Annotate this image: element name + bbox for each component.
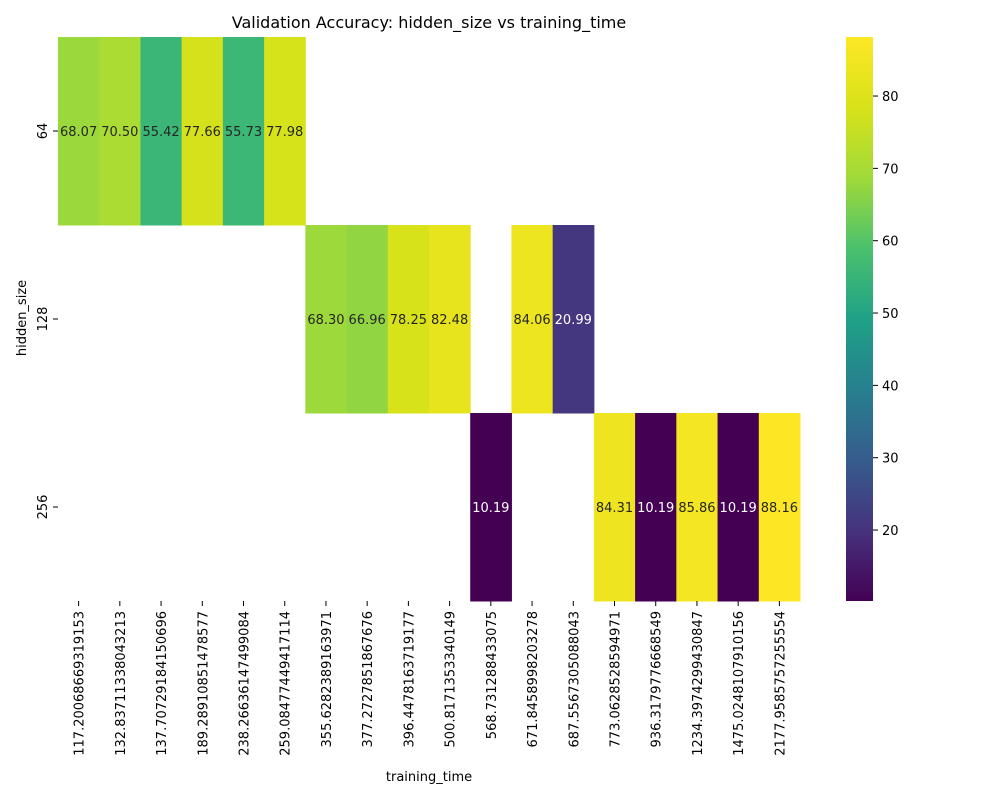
cell-value-label: 77.66 — [184, 125, 221, 140]
cell-value-label: 70.50 — [101, 125, 138, 140]
cell-value-label: 78.25 — [390, 313, 427, 328]
cell-value-label: 82.48 — [431, 313, 468, 328]
colorbar-tick-label: 70 — [882, 162, 899, 177]
heatmap-cell — [758, 413, 801, 602]
colorbar-tick-label: 60 — [882, 235, 899, 250]
heatmap-cell — [429, 225, 471, 414]
y-tick-label: 128 — [36, 307, 51, 332]
x-tick-label: 773.0628528594971 — [609, 611, 624, 747]
x-tick-label: 259.08477449417114 — [279, 611, 294, 756]
cell-value-label: 66.96 — [349, 313, 386, 328]
x-tick-label: 568.731288433075 — [485, 611, 500, 739]
y-tick-label: 64 — [36, 123, 51, 140]
heatmap-cells: 68.07 70.50 55.42 77.66 55.73 77.98 68.30 66.96… — [58, 37, 801, 602]
heatmap-cell — [387, 225, 430, 414]
heatmap-cell — [717, 413, 760, 602]
x-tick-label: 117.20068669319153 — [73, 611, 88, 756]
heatmap-cell — [264, 37, 306, 226]
heatmap-cell — [635, 413, 677, 602]
cell-value-label: 68.30 — [307, 313, 344, 328]
heatmap-cell — [58, 37, 100, 226]
heatmap-cell — [99, 37, 141, 226]
x-tick-label: 189.28910851478577 — [196, 611, 211, 756]
heatmap-cell — [346, 225, 389, 414]
colorbar-tick-label: 50 — [882, 307, 899, 322]
x-tick-label: 936.3179776668549 — [650, 611, 665, 747]
x-tick-label: 671.8458998203278 — [526, 611, 541, 747]
x-tick-label: 355.6282389163971 — [320, 611, 335, 747]
x-tick-label: 396.4478163719177 — [402, 611, 417, 747]
cell-value-label: 10.19 — [637, 501, 674, 516]
x-axis-ticks: 117.20068669319153 132.83711338043213 137.… — [73, 601, 788, 756]
colorbar-tick-label: 40 — [882, 379, 899, 394]
x-tick-label: 238.26636147499084 — [238, 611, 253, 756]
x-tick-label: 1234.3974299430847 — [691, 611, 706, 756]
heatmap-cell — [222, 37, 265, 226]
cell-value-label: 10.19 — [472, 501, 509, 516]
y-axis-label: hidden_size — [15, 280, 30, 356]
heatmap-cell — [552, 225, 595, 414]
heatmap-cell — [676, 413, 719, 602]
x-tick-label: 687.5567305088043 — [567, 611, 582, 747]
colorbar — [846, 37, 873, 601]
heatmap-cell — [305, 225, 348, 414]
cell-value-label: 84.06 — [513, 313, 550, 328]
cell-value-label: 10.19 — [720, 501, 757, 516]
cell-value-label: 77.98 — [266, 125, 303, 140]
cell-value-label: 55.73 — [225, 125, 262, 140]
x-tick-label: 500.8171353340149 — [444, 611, 459, 747]
x-axis-label: training_time — [386, 770, 472, 785]
chart-title: Validation Accuracy: hidden_size vs trai… — [232, 13, 626, 33]
y-tick-label: 256 — [36, 495, 51, 520]
cell-value-label: 85.86 — [678, 501, 715, 516]
x-tick-label: 2177.9585757255554 — [773, 611, 788, 756]
heatmap-cell — [140, 37, 183, 226]
colorbar-ticks: 20 30 40 50 60 70 80 — [873, 90, 899, 539]
colorbar-tick-label: 20 — [882, 524, 899, 539]
cell-value-label: 84.31 — [596, 501, 633, 516]
heatmap-cell — [181, 37, 224, 226]
x-tick-label: 1475.0248107910156 — [732, 611, 747, 756]
heatmap-cell — [511, 225, 554, 414]
colorbar-tick-label: 80 — [882, 90, 899, 105]
heatmap-cell — [470, 413, 512, 602]
heatmap-cell — [593, 413, 636, 602]
x-tick-label: 132.83711338043213 — [114, 611, 129, 756]
cell-value-label: 68.07 — [60, 125, 97, 140]
x-tick-label: 377.2727851867676 — [361, 611, 376, 747]
cell-value-label: 20.99 — [555, 313, 592, 328]
x-tick-label: 137.70729184150696 — [155, 611, 170, 756]
cell-value-label: 55.42 — [142, 125, 179, 140]
cell-value-label: 88.16 — [761, 501, 798, 516]
colorbar-tick-label: 30 — [882, 452, 899, 467]
y-axis-ticks: 64 128 256 — [36, 123, 58, 520]
